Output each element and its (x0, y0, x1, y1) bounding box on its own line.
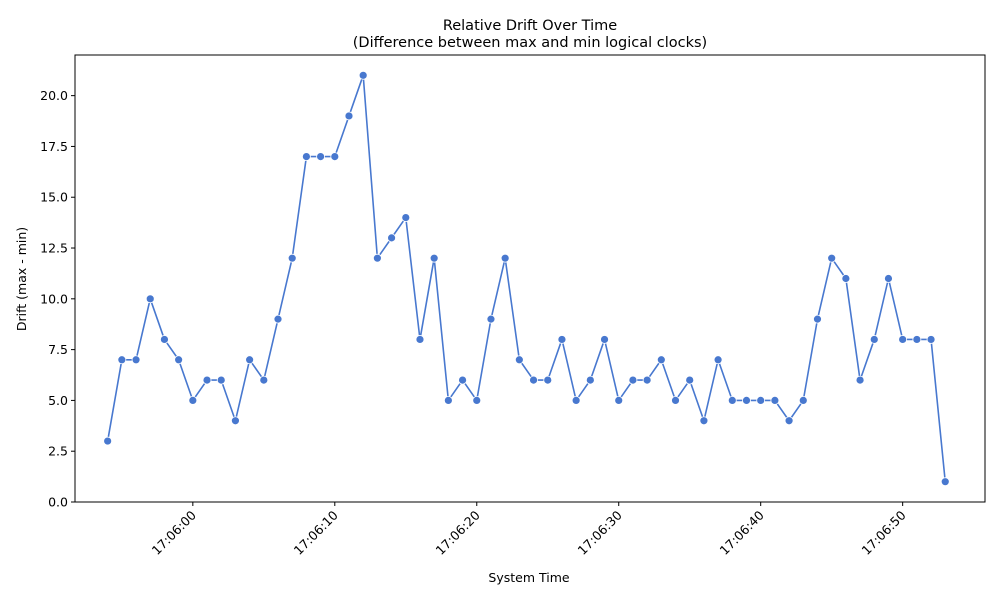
data-point (131, 355, 141, 365)
data-point (415, 335, 425, 344)
data-point (756, 396, 766, 405)
x-axis: 17:06:00 17:06:10 17:06:20 17:06:30 17:06:40… (149, 502, 909, 558)
data-point (898, 335, 908, 344)
data-point (827, 253, 837, 263)
series-line (106, 74, 947, 482)
data-point (245, 355, 255, 365)
data-point (358, 70, 368, 80)
x-tick-label: 17:06:40 (717, 507, 767, 557)
data-point (117, 355, 127, 365)
y-tick-label: 10.0 (40, 291, 68, 306)
data-point (216, 375, 226, 385)
y-tick-label: 20.0 (40, 88, 68, 103)
data-point (486, 314, 496, 324)
data-point (926, 335, 936, 344)
data-point (742, 396, 751, 405)
data-point (940, 477, 950, 487)
data-point (699, 416, 709, 426)
data-point (458, 375, 467, 385)
data-point (529, 375, 538, 385)
data-point (813, 314, 822, 324)
chart-title: Relative Drift Over Time (443, 18, 617, 34)
data-point (429, 253, 439, 263)
x-tick-label: 17:06:10 (291, 507, 341, 557)
data-point (614, 396, 624, 405)
x-tick-label: 17:06:20 (433, 507, 483, 557)
data-point (316, 152, 326, 161)
data-point (372, 253, 382, 263)
x-tick-label: 17:06:30 (575, 507, 625, 557)
data-point (174, 355, 184, 365)
data-point (273, 314, 283, 324)
data-point (869, 335, 879, 344)
data-point (557, 335, 567, 344)
data-point (770, 396, 780, 405)
chart-subtitle: (Difference between max and min logical … (353, 35, 707, 51)
data-point (628, 375, 638, 385)
x-tick-label: 17:06:00 (149, 507, 199, 557)
data-point (841, 274, 851, 283)
data-point (401, 213, 411, 222)
data-point (514, 355, 524, 365)
data-point (656, 355, 666, 365)
data-point (884, 274, 893, 283)
y-tick-label: 2.5 (48, 444, 68, 459)
data-point (259, 375, 269, 385)
data-point (600, 335, 609, 344)
data-point (387, 233, 396, 243)
plot-frame (74, 54, 986, 503)
data-point (685, 375, 695, 385)
data-point (287, 253, 297, 263)
series-layer (103, 70, 950, 487)
data-point (231, 416, 240, 426)
data-point (145, 294, 155, 304)
data-point (727, 396, 737, 405)
data-point (330, 152, 340, 161)
y-tick-label: 12.5 (40, 241, 68, 256)
data-point (202, 375, 212, 385)
data-point (798, 396, 808, 405)
data-point (671, 396, 680, 405)
data-point (443, 396, 453, 405)
data-point (642, 375, 652, 385)
data-point (713, 355, 723, 365)
data-point (103, 436, 113, 446)
data-point (784, 416, 794, 426)
y-tick-label: 7.5 (48, 342, 68, 357)
data-point (188, 396, 198, 405)
data-point (543, 375, 553, 385)
y-tick-label: 5.0 (48, 393, 68, 408)
data-point (500, 253, 510, 263)
data-point (571, 396, 581, 405)
x-axis-label: System Time (488, 570, 569, 585)
x-tick-label: 17:06:50 (858, 507, 908, 557)
y-axis-label: Drift (max - min) (14, 227, 29, 331)
data-point (344, 111, 354, 121)
data-point (855, 375, 865, 385)
data-point (912, 335, 922, 344)
data-point (301, 152, 311, 161)
data-point (585, 375, 595, 385)
y-axis: 0.0 2.5 5.0 7.5 10.0 12.5 15.0 17.5 20.0 (40, 88, 75, 510)
y-tick-label: 15.0 (40, 190, 68, 205)
y-tick-label: 17.5 (40, 139, 68, 154)
y-tick-label: 0.0 (48, 495, 68, 510)
data-point (160, 335, 169, 344)
data-point (472, 396, 482, 405)
plot-area (74, 54, 986, 503)
